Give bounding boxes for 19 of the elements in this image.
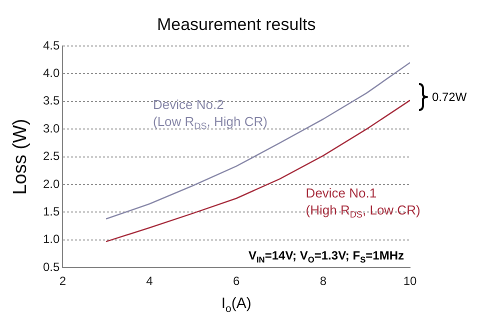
x-tick-label: 2 [59,274,66,288]
series-label: Device No.1 [306,185,377,200]
y-tick-label: 4.5 [42,38,60,52]
y-axis-title: Loss (W) [10,118,31,195]
text: Device No.2 [152,96,224,112]
y-tick-label: 3.5 [42,94,60,108]
y-tick-label: 0.5 [42,260,60,274]
y-tick-label: 1.5 [42,204,60,219]
x-tick-label: 6 [232,274,240,288]
x-tick-label: 8 [320,274,327,288]
x-tick-label: 4 [146,274,154,288]
text: 0.72W [432,90,468,104]
chart-title: Measurement results [156,15,316,34]
y-tick-label: 2.5 [42,149,60,164]
x-tick-label: 10 [403,274,417,288]
y-tick-label: 2.0 [42,176,60,191]
y-tick-label: 4.0 [42,66,60,80]
y-tick-label: 1.0 [42,232,60,246]
y-tick-label: 3.0 [42,121,60,136]
